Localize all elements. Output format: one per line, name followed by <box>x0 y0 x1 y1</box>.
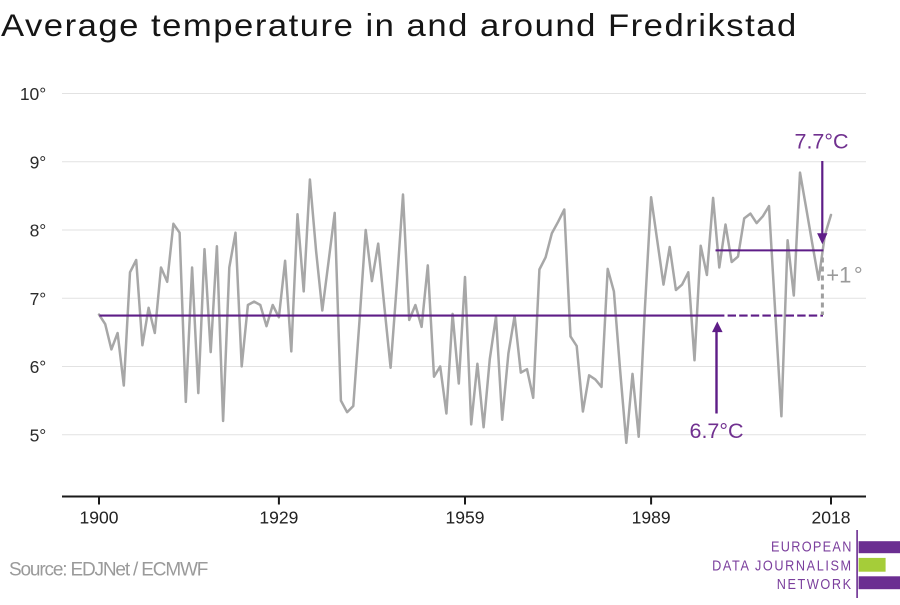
svg-text:5°: 5° <box>30 425 47 445</box>
svg-text:6.7°C: 6.7°C <box>689 419 743 443</box>
svg-text:Average temperature in and aro: Average temperature in and around Fredri… <box>1 8 796 43</box>
svg-text:Source: EDJNet / ECMWF: Source: EDJNet / ECMWF <box>9 560 208 581</box>
svg-text:7.7°C: 7.7°C <box>794 130 848 154</box>
svg-text:1959: 1959 <box>446 508 485 528</box>
svg-text:10°: 10° <box>20 84 46 104</box>
svg-text:7°: 7° <box>30 289 47 309</box>
svg-text:NETWORK: NETWORK <box>777 576 851 592</box>
svg-text:1989: 1989 <box>632 508 671 528</box>
svg-text:9°: 9° <box>30 152 47 172</box>
svg-text:2018: 2018 <box>812 508 851 528</box>
svg-text:+1°: +1 ° <box>826 263 862 288</box>
svg-text:EUROPEAN: EUROPEAN <box>771 539 851 555</box>
svg-text:1900: 1900 <box>80 508 119 528</box>
svg-text:8°: 8° <box>30 221 47 241</box>
svg-text:1929: 1929 <box>259 508 298 528</box>
svg-text:DATA JOURNALISM: DATA JOURNALISM <box>712 558 851 574</box>
svg-text:6°: 6° <box>30 357 47 377</box>
